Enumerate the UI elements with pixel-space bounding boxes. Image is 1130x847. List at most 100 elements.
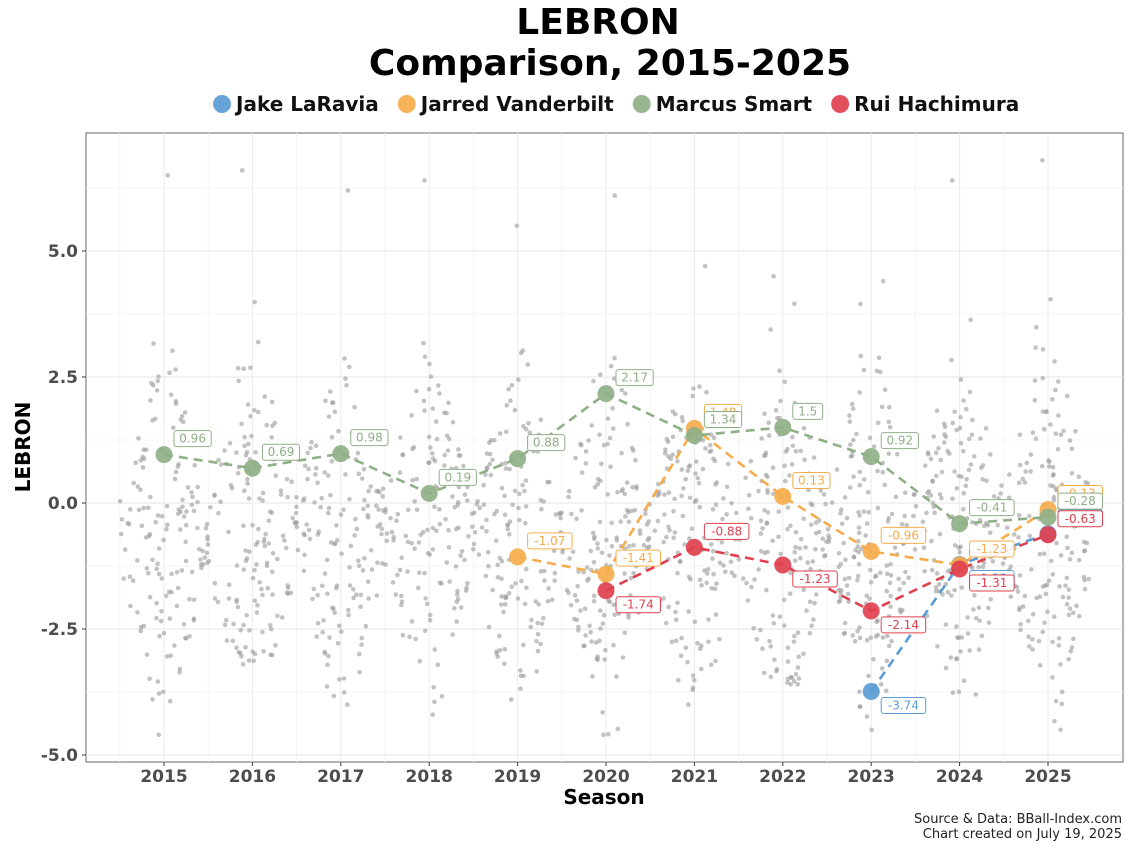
background-point [673,609,678,615]
background-point [728,559,734,565]
svg-text:-0.88: -0.88 [711,524,742,538]
background-point [503,429,509,435]
background-point [421,398,427,404]
background-point [690,393,695,399]
background-point [273,473,279,478]
background-point [848,442,853,448]
background-point [706,639,711,645]
svg-text:0.19: 0.19 [444,470,471,484]
svg-text:0.88: 0.88 [533,436,560,450]
background-point [442,452,448,458]
series-point-rui-hachimura [597,582,615,600]
background-point [156,732,162,738]
series-point-marcus-smart [597,385,615,403]
background-point [436,383,441,388]
background-point [842,620,848,626]
background-point [394,518,399,523]
background-point [770,613,776,618]
background-point [398,435,403,440]
background-point [791,679,797,684]
background-point [427,552,433,557]
background-point [365,579,371,584]
background-point [383,562,388,567]
background-point [788,523,793,529]
background-point [243,558,249,564]
background-point [841,540,846,546]
background-point [266,518,272,523]
background-point [967,389,973,395]
background-point [346,607,351,613]
background-point [744,580,749,586]
background-point [1050,473,1056,478]
background-point [361,466,367,472]
background-point [619,450,624,456]
background-point [165,173,170,178]
background-point [934,571,940,576]
background-point [683,476,688,482]
background-point [855,544,861,549]
background-point [952,409,957,415]
background-point [947,451,952,456]
background-point [368,484,374,489]
background-point [522,488,527,494]
background-point [666,490,672,495]
background-point [662,492,667,497]
background-point [293,510,299,516]
background-point [772,657,777,663]
background-point [968,317,973,323]
background-point [803,545,808,550]
background-point [957,425,963,431]
background-point [251,408,257,413]
background-point [762,508,767,513]
legend-swatch [831,95,850,113]
background-point [589,639,594,644]
background-point [675,570,680,576]
background-point [1006,495,1012,501]
background-point [351,587,356,592]
x-tick-label: 2022 [759,767,806,787]
background-point [280,533,286,539]
background-point [147,676,152,682]
background-point [770,465,776,471]
background-point [929,567,935,573]
series-point-marcus-smart [685,426,703,444]
background-point [524,585,529,590]
background-point [117,498,123,504]
background-point [332,610,338,616]
background-point [374,503,379,509]
background-point [581,643,586,649]
background-point [431,684,437,690]
series-point-marcus-smart [509,450,527,468]
background-point [595,541,600,546]
background-point [455,502,461,508]
background-point [534,639,539,644]
background-point [864,593,870,598]
background-point [483,573,489,579]
background-point [1067,557,1073,562]
background-point [567,556,572,561]
background-point [503,595,508,601]
background-point [752,577,757,582]
background-point [423,596,428,601]
background-point [637,531,643,537]
background-point [433,419,439,424]
background-point [986,620,992,625]
background-point [597,432,602,438]
background-point [308,445,313,451]
background-point [943,622,949,627]
svg-text:0.69: 0.69 [268,445,295,459]
background-point [885,519,891,524]
background-point [934,450,939,456]
background-point [169,589,174,595]
background-point [934,473,939,479]
background-point [366,488,371,494]
background-point [507,466,512,472]
background-point [466,534,471,539]
background-point [721,563,726,568]
background-point [948,655,954,660]
background-point [790,434,795,440]
legend-label: Jake LaRavia [234,92,379,116]
background-point [1056,636,1062,641]
background-point [529,617,534,623]
background-point [494,651,500,656]
